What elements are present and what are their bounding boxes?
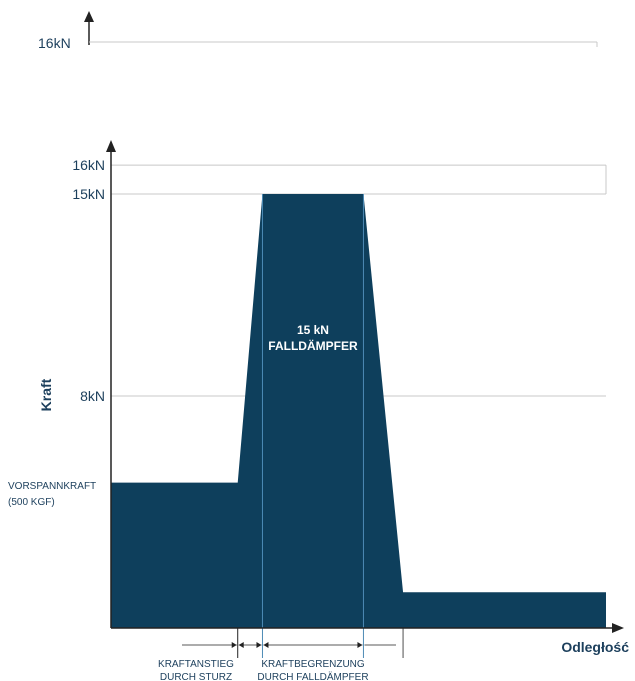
phase2-arrow-right-icon — [357, 642, 363, 648]
top-strip-tick-label: 16kN — [38, 35, 71, 51]
x-axis-arrow-icon — [612, 623, 624, 633]
phase1-label-line2: DURCH STURZ — [160, 672, 232, 681]
inner-label-line2: FALLDÄMPFER — [268, 338, 358, 353]
phase2-label-line1: KRAFTBEGRENZUNG — [261, 659, 365, 670]
y-tick-label: 16kN — [72, 157, 105, 173]
inner-label-line1: 15 kN — [297, 323, 329, 337]
y-axis-arrow-icon — [106, 140, 116, 152]
axes — [106, 140, 624, 633]
pretension-label-line2: (500 KGF) — [8, 497, 55, 508]
phase1-arrow-right-icon — [231, 642, 237, 648]
top-strip-arrow-icon — [84, 11, 94, 22]
phase1-arrow-left-icon — [238, 642, 244, 648]
phase2-arrow-left-icon — [263, 642, 269, 648]
y-tick-label: 15kN — [72, 186, 105, 202]
phase2-label-line2: DURCH FALLDÄMPFER — [257, 671, 368, 681]
pretension-label-line1: VORSPANNKRAFT — [8, 481, 96, 492]
top-strip: 16kN — [38, 11, 598, 51]
force-area-shape — [111, 194, 606, 628]
phase2-start-arrow-icon — [256, 642, 262, 648]
force-area — [111, 194, 606, 658]
y-axis-label: Kraft — [38, 378, 54, 411]
y-tick-labels: 16kN 15kN 8kN — [72, 157, 105, 404]
y-tick-label: 8kN — [80, 388, 105, 404]
phase1-label-line1: KRAFTANSTIEG — [158, 659, 234, 670]
x-axis-label: Odległość — [561, 639, 629, 655]
